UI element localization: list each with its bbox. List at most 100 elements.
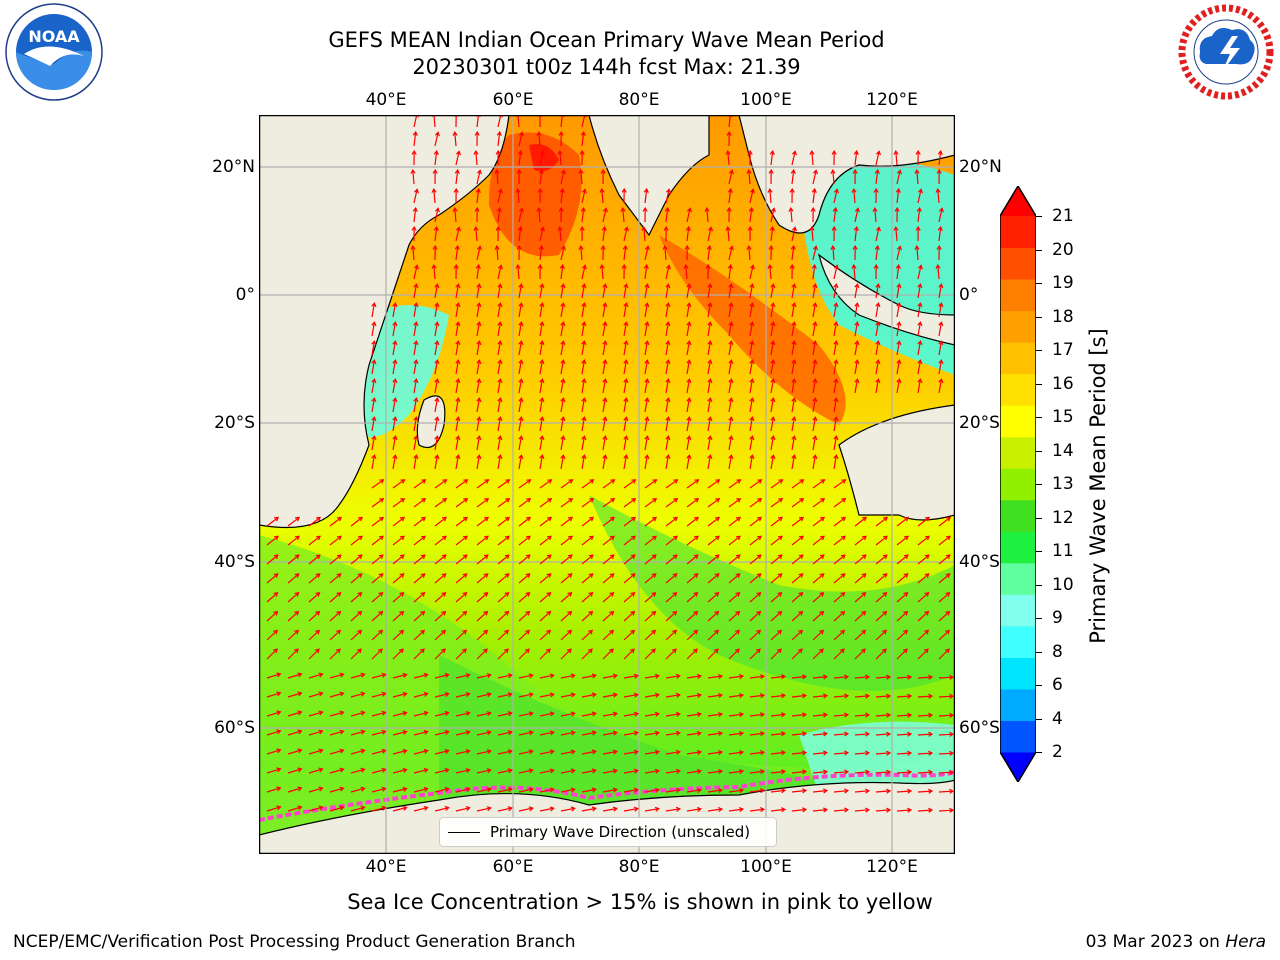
wave-arrow-head: [791, 435, 797, 441]
wave-arrow-head: [704, 206, 710, 212]
wave-arrow-head: [945, 535, 951, 541]
wave-arrow-head: [297, 672, 303, 678]
wave-arrow: [308, 692, 323, 698]
wave-arrow: [686, 498, 699, 508]
wave-arrow-head: [399, 592, 405, 597]
wave-arrow: [434, 479, 447, 489]
wave-arrow: [623, 770, 638, 774]
wave-arrow-head: [823, 712, 829, 718]
wave-arrow: [707, 436, 711, 451]
wave-arrow-head: [413, 340, 419, 346]
wave-arrow: [665, 379, 669, 394]
wave-arrow-head: [621, 187, 627, 193]
wave-arrow-head: [587, 648, 593, 654]
wave-arrow: [413, 592, 425, 603]
wave-arrow-head: [928, 788, 934, 794]
wave-arrow: [938, 284, 942, 299]
wave-arrow-head: [759, 769, 766, 775]
wave-arrow-head: [560, 416, 566, 422]
wave-arrow-head: [672, 554, 678, 560]
wave-arrow: [581, 788, 596, 793]
wave-arrow-head: [462, 592, 468, 597]
wave-arrow-head: [297, 786, 303, 792]
wave-arrow: [602, 379, 606, 394]
wave-arrow-head: [392, 321, 398, 327]
wave-arrow: [812, 360, 816, 375]
wave-arrow: [497, 592, 509, 603]
wave-arrow-head: [588, 554, 594, 560]
colorbar-tick-label: 18: [1052, 306, 1074, 327]
wave-arrow: [518, 398, 522, 413]
wave-arrow-head: [811, 263, 817, 270]
wave-arrow-head: [570, 787, 576, 793]
wave-arrow-head: [769, 149, 775, 156]
colorbar-tick-label: 15: [1052, 407, 1074, 427]
wave-arrow: [938, 809, 954, 812]
wave-arrow: [601, 189, 604, 204]
wave-arrow: [455, 170, 459, 185]
wave-arrow-head: [823, 674, 829, 680]
wave-arrow: [791, 303, 795, 318]
wave-arrow: [455, 788, 470, 793]
wave-arrow-head: [736, 516, 742, 522]
wave-arrow: [580, 246, 583, 261]
wave-arrow: [560, 731, 575, 736]
wave-arrow-head: [924, 535, 930, 541]
wave-arrow-head: [580, 130, 586, 137]
wave-arrow-head: [949, 674, 955, 680]
lat-tick-left-0: 0°: [235, 285, 255, 305]
wave-arrow-head: [651, 592, 657, 597]
wave-arrow-head: [567, 535, 573, 541]
wave-arrow: [371, 341, 375, 356]
wave-arrow: [371, 730, 386, 736]
wave-arrow-head: [832, 206, 838, 213]
wave-arrow-head: [738, 750, 745, 756]
wave-arrow: [518, 788, 533, 793]
colorbar-segment: [1000, 279, 1036, 312]
wave-arrow-head: [546, 592, 552, 597]
wave-arrow: [791, 592, 803, 603]
wave-arrow-head: [549, 730, 555, 736]
colorbar-tick-label: 2: [1052, 742, 1063, 762]
wave-arrow: [917, 771, 933, 774]
wave-arrow-head: [728, 416, 734, 422]
wave-arrow: [308, 592, 320, 603]
wave-arrow-head: [791, 226, 797, 232]
wave-arrow-head: [886, 693, 892, 699]
wave-arrow: [749, 284, 753, 299]
wave-arrow-head: [747, 225, 753, 231]
wave-arrow-head: [402, 691, 408, 697]
wave-arrow-head: [473, 225, 479, 231]
wave-arrow-head: [580, 206, 586, 213]
wave-arrow: [791, 789, 806, 793]
wave-arrow-head: [894, 206, 900, 212]
wave-arrow-head: [686, 378, 692, 384]
wave-arrow: [476, 674, 491, 679]
wave-arrow: [623, 517, 636, 527]
wave-arrow: [539, 674, 554, 679]
wave-arrow-head: [917, 188, 923, 194]
wave-arrow: [476, 284, 480, 299]
lat-tick-left-60s: 60°S: [214, 718, 255, 738]
wave-arrow-head: [515, 263, 521, 269]
wave-arrow-head: [810, 206, 816, 212]
wave-arrow: [917, 535, 930, 546]
wave-arrow: [644, 455, 648, 470]
wave-arrow-head: [895, 263, 901, 270]
colorbar-tick-label: 10: [1052, 574, 1074, 595]
run-date: 03 Mar 2023 on Hera: [1086, 932, 1266, 952]
wave-arrow-head: [759, 693, 766, 699]
wave-arrow: [266, 730, 281, 736]
wave-arrow: [854, 227, 858, 242]
wave-arrow-head: [517, 149, 523, 156]
wave-arrow-head: [412, 130, 418, 137]
wave-arrow-head: [579, 225, 585, 231]
wave-arrow: [350, 749, 365, 755]
wave-arrow-head: [411, 225, 417, 231]
wave-arrow: [371, 498, 384, 508]
wave-arrow: [623, 398, 627, 413]
wave-arrow-head: [336, 592, 342, 597]
wave-arrow: [770, 498, 783, 508]
wave-arrow-head: [945, 573, 951, 578]
wave-arrow-head: [581, 188, 587, 194]
